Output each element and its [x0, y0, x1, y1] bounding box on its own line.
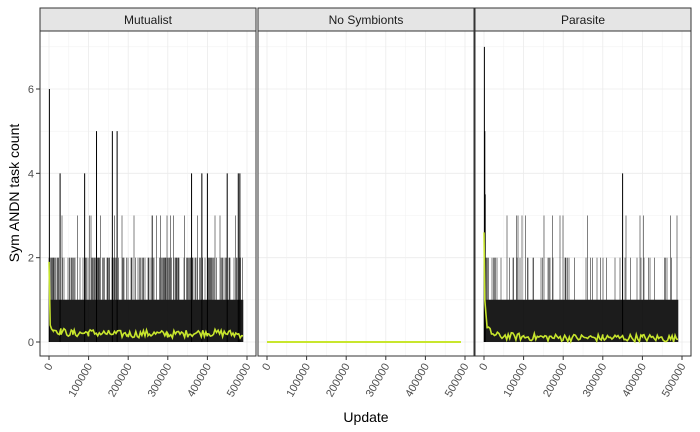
x-tick-label: 0: [477, 362, 490, 373]
x-tick-label: 100000: [66, 362, 95, 400]
x-tick-label: 400000: [620, 362, 649, 400]
y-tick-label: 2: [28, 253, 34, 265]
x-tick-label: 400000: [403, 362, 432, 400]
series-line-mean: [48, 261, 244, 341]
x-tick-label: 300000: [364, 362, 393, 400]
x-tick-label: 500000: [660, 362, 689, 400]
x-tick-label: 0: [42, 362, 55, 373]
y-tick-label: 0: [28, 337, 34, 349]
facet-label: No Symbionts: [329, 13, 404, 27]
gridlines: [258, 31, 474, 356]
y-tick-label: 6: [28, 84, 34, 96]
facet-panel: Parasite 0 100000 200000 300000 400000 500000: [474, 7, 692, 400]
facet-label: Parasite: [561, 13, 605, 27]
x-tick-label: 500000: [225, 362, 254, 400]
panel-border: [474, 30, 692, 357]
x-tick-label: 500000: [443, 362, 472, 400]
panel-border: [39, 30, 257, 357]
x-tick-label: 100000: [284, 362, 313, 400]
facet-label: Mutualist: [124, 13, 173, 27]
x-tick-label: 200000: [541, 362, 570, 400]
x-tick-label: 200000: [106, 362, 135, 400]
x-tick-label: 100000: [501, 362, 530, 400]
x-tick-label: 300000: [146, 362, 175, 400]
x-tick-label: 200000: [324, 362, 353, 400]
x-tick-label: 0: [260, 362, 273, 373]
x-tick-label: 400000: [185, 362, 214, 400]
x-tick-label: 300000: [581, 362, 610, 400]
facet-panel: No Symbionts 0 100000 200000 300000 400000 500…: [257, 7, 475, 400]
facet-panels: 0 2 4 6 Mutualist 0 100000 200000 300000 400000 50…: [28, 7, 692, 400]
facet-panel: Mutualist 0 100000 200000 300000 400000 500000: [39, 7, 257, 400]
panel-border: [257, 30, 475, 357]
y-tick-label: 4: [28, 168, 34, 180]
y-axis-title: Sym ANDN task count: [6, 124, 22, 263]
series-line-mean: [483, 232, 679, 344]
x-axis-title: Update: [343, 409, 388, 425]
